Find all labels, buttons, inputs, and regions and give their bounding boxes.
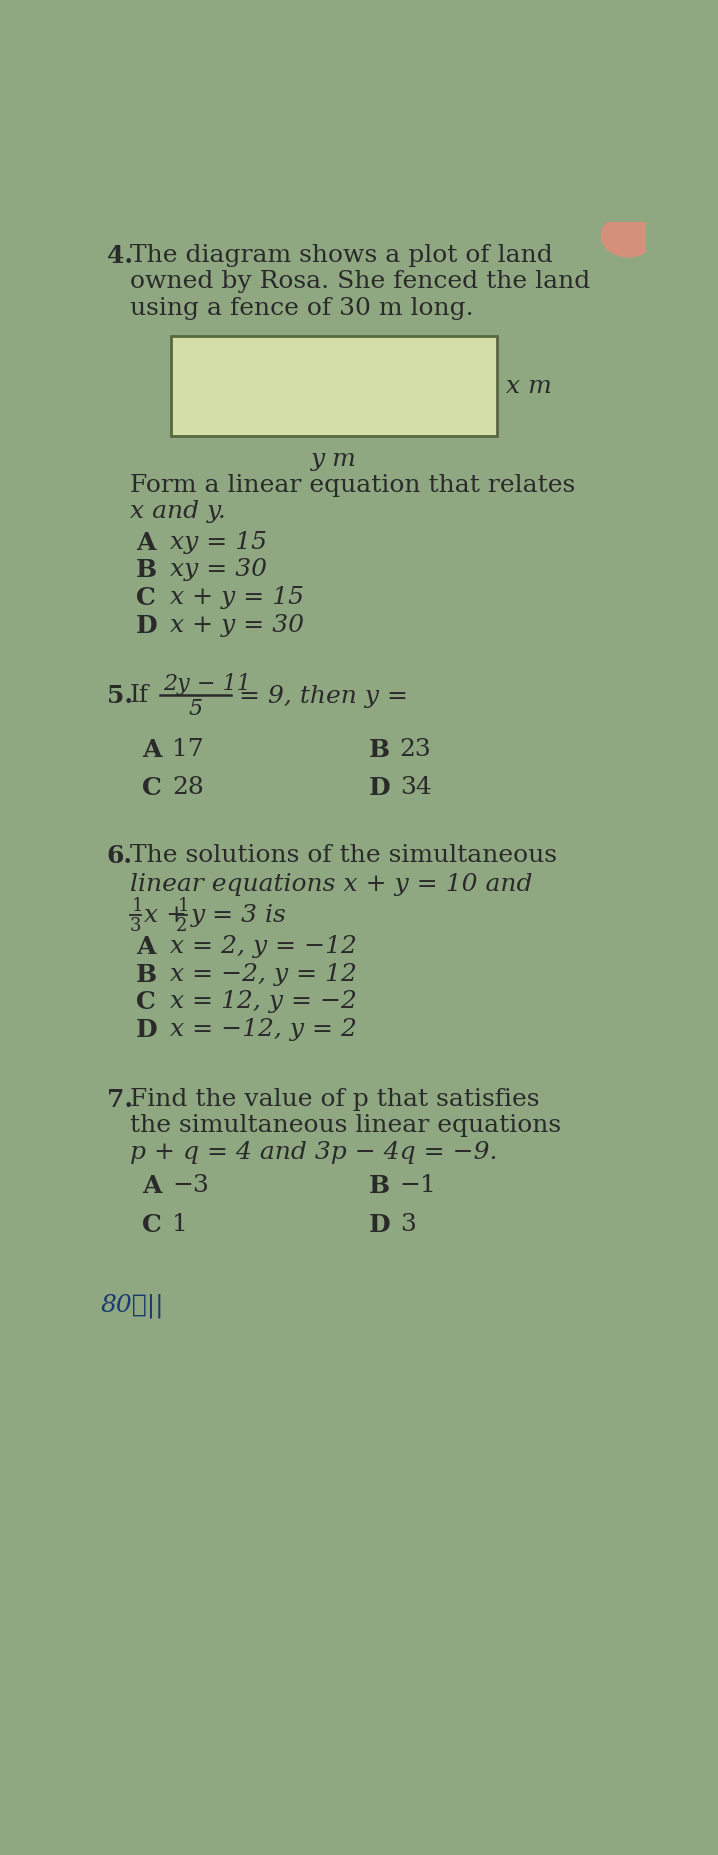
Text: C: C bbox=[142, 775, 162, 800]
Text: Form a linear equation that relates: Form a linear equation that relates bbox=[130, 473, 575, 497]
Text: 3: 3 bbox=[130, 916, 141, 935]
Text: y = 3 is: y = 3 is bbox=[190, 903, 286, 928]
Text: 5: 5 bbox=[188, 697, 202, 720]
Text: A: A bbox=[136, 935, 156, 959]
Text: 4.: 4. bbox=[107, 245, 133, 269]
Text: D: D bbox=[369, 775, 391, 800]
Text: 1: 1 bbox=[131, 896, 143, 915]
Text: x = 2, y = −12: x = 2, y = −12 bbox=[170, 935, 358, 957]
Text: The diagram shows a plot of land: The diagram shows a plot of land bbox=[130, 245, 553, 267]
Text: Find the value of p that satisfies: Find the value of p that satisfies bbox=[130, 1087, 539, 1111]
Text: A: A bbox=[142, 738, 162, 761]
Text: 34: 34 bbox=[400, 775, 432, 800]
Text: The solutions of the simultaneous: The solutions of the simultaneous bbox=[130, 844, 557, 866]
Text: x + y = 30: x + y = 30 bbox=[170, 614, 304, 636]
Text: C: C bbox=[136, 586, 156, 610]
Text: D: D bbox=[369, 1213, 391, 1235]
Text: x = −2, y = 12: x = −2, y = 12 bbox=[170, 963, 358, 985]
Text: 6.: 6. bbox=[107, 844, 133, 868]
Text: 80ℓ||: 80ℓ|| bbox=[101, 1293, 164, 1317]
Text: B: B bbox=[369, 738, 390, 761]
Text: x and y.: x and y. bbox=[130, 499, 226, 523]
Text: x = 12, y = −2: x = 12, y = −2 bbox=[170, 991, 358, 1013]
Text: 7.: 7. bbox=[107, 1087, 133, 1111]
Bar bbox=[171, 336, 497, 436]
Text: −1: −1 bbox=[400, 1174, 437, 1196]
Text: p + q = 4 and 3p − 4q = −9.: p + q = 4 and 3p − 4q = −9. bbox=[130, 1141, 498, 1163]
Text: using a fence of 30 m long.: using a fence of 30 m long. bbox=[130, 297, 474, 319]
Text: x +: x + bbox=[144, 903, 187, 928]
Text: x m: x m bbox=[506, 375, 552, 399]
Text: linear equations x + y = 10 and: linear equations x + y = 10 and bbox=[130, 874, 533, 896]
Text: 2: 2 bbox=[177, 916, 187, 935]
Ellipse shape bbox=[601, 215, 656, 258]
Text: 17: 17 bbox=[172, 738, 203, 761]
Text: 28: 28 bbox=[172, 775, 204, 800]
Text: 3: 3 bbox=[400, 1213, 416, 1235]
Text: x + y = 15: x + y = 15 bbox=[170, 586, 304, 608]
Text: x = −12, y = 2: x = −12, y = 2 bbox=[170, 1018, 358, 1041]
Text: y m: y m bbox=[311, 447, 357, 471]
Text: 1: 1 bbox=[178, 896, 190, 915]
Text: B: B bbox=[136, 963, 157, 987]
Text: xy = 15: xy = 15 bbox=[170, 531, 267, 553]
Text: owned by Rosa. She fenced the land: owned by Rosa. She fenced the land bbox=[130, 271, 590, 293]
Text: B: B bbox=[369, 1174, 390, 1198]
Text: = 9, then y =: = 9, then y = bbox=[238, 684, 408, 707]
Text: the simultaneous linear equations: the simultaneous linear equations bbox=[130, 1113, 561, 1137]
Text: 2y − 11: 2y − 11 bbox=[162, 672, 251, 694]
Text: xy = 30: xy = 30 bbox=[170, 558, 267, 581]
Text: D: D bbox=[136, 1018, 158, 1041]
Text: C: C bbox=[136, 991, 156, 1015]
Text: If: If bbox=[130, 684, 149, 707]
Text: −3: −3 bbox=[172, 1174, 209, 1196]
Text: A: A bbox=[142, 1174, 162, 1198]
Text: A: A bbox=[136, 531, 156, 555]
Text: B: B bbox=[136, 558, 157, 582]
Text: C: C bbox=[142, 1213, 162, 1235]
Text: 5.: 5. bbox=[107, 684, 133, 707]
Text: D: D bbox=[136, 614, 158, 638]
Text: 1: 1 bbox=[172, 1213, 187, 1235]
Text: 23: 23 bbox=[400, 738, 432, 761]
